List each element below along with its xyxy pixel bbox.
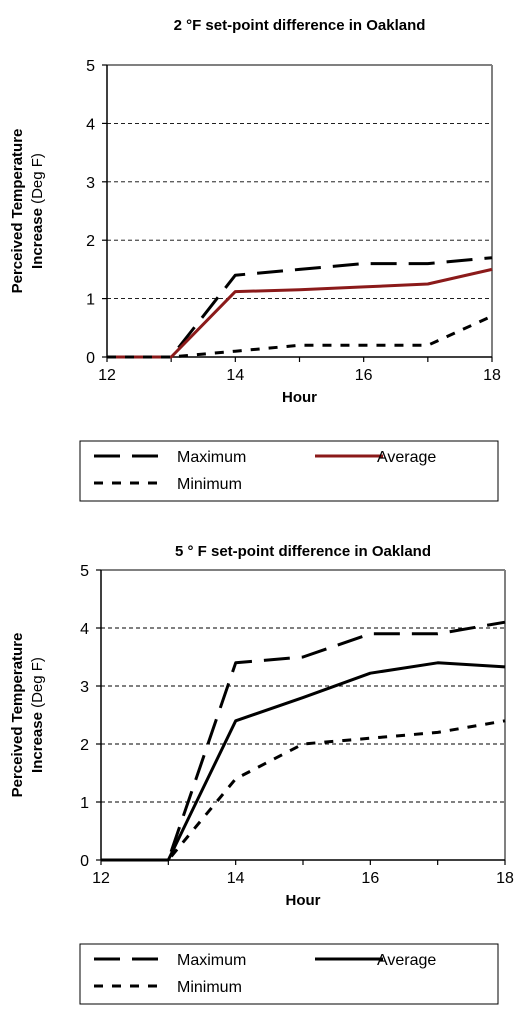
- y-tick-label: 5: [86, 58, 95, 75]
- chart-title: 2 °F set-point difference in Oakland: [174, 17, 426, 34]
- legend-box: [79, 440, 499, 502]
- y-axis-label-bold: Perceived Temperature: [9, 129, 26, 294]
- series-line-minimum: [101, 719, 506, 862]
- x-axis-label: Hour: [282, 389, 317, 406]
- y-tick-label: 4: [86, 116, 95, 133]
- x-tick-label: 16: [361, 870, 379, 887]
- y-tick-label: 2: [80, 737, 89, 754]
- y-axis-label-unit: Increase (Deg F): [29, 657, 46, 773]
- chart-1: 2 °F set-point difference in Oakland0123…: [9, 17, 501, 502]
- legend-label-minimum: Minimum: [177, 979, 242, 996]
- x-tick-label: 16: [355, 367, 373, 384]
- series-line-average: [107, 267, 493, 359]
- x-tick-label: 18: [496, 870, 514, 887]
- y-axis-label-bold: Perceived Temperature: [9, 633, 26, 798]
- legend: Maximum Average Minimum: [79, 943, 499, 1005]
- x-tick-label: 14: [227, 870, 245, 887]
- series-line-minimum: [107, 314, 493, 359]
- y-axis-unit: (Deg F): [29, 153, 46, 204]
- y-tick-label: 5: [80, 563, 89, 580]
- series-line-average: [101, 661, 506, 862]
- x-tick-label: 18: [483, 367, 501, 384]
- x-tick-label: 12: [92, 870, 110, 887]
- y-axis-label-unit: Increase (Deg F): [29, 153, 46, 269]
- y-axis-unit: (Deg F): [29, 657, 46, 708]
- legend-label-average: Average: [377, 952, 436, 969]
- y-tick-label: 4: [80, 621, 89, 638]
- legend-label-maximum: Maximum: [177, 952, 246, 969]
- y-axis-label-bold-2: Increase: [29, 708, 46, 773]
- legend-label-minimum: Minimum: [177, 476, 242, 493]
- y-axis-label-bold-2: Increase: [29, 204, 46, 269]
- series-line-maximum: [101, 620, 506, 862]
- x-axis-label: Hour: [286, 892, 321, 909]
- x-tick-label: 12: [98, 367, 116, 384]
- chart-title: 5 ° F set-point difference in Oakland: [175, 543, 431, 560]
- y-tick-label: 1: [86, 292, 95, 309]
- y-tick-label: 0: [86, 350, 95, 367]
- legend: Maximum Average Minimum: [79, 440, 499, 502]
- legend-box: [79, 943, 499, 1005]
- y-tick-label: 2: [86, 233, 95, 250]
- x-tick-label: 14: [226, 367, 244, 384]
- y-tick-label: 3: [80, 679, 89, 696]
- legend-label-maximum: Maximum: [177, 449, 246, 466]
- legend-label-average: Average: [377, 449, 436, 466]
- series-line-maximum: [107, 256, 493, 359]
- chart-2: 5 ° F set-point difference in Oakland012…: [9, 543, 514, 1005]
- y-tick-label: 1: [80, 795, 89, 812]
- y-tick-label: 0: [80, 853, 89, 870]
- y-tick-label: 3: [86, 175, 95, 192]
